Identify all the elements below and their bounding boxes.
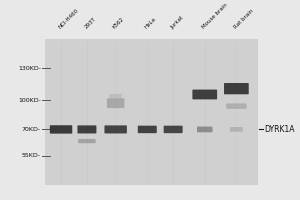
FancyBboxPatch shape — [197, 127, 212, 132]
FancyBboxPatch shape — [138, 126, 157, 133]
FancyBboxPatch shape — [224, 83, 249, 94]
FancyBboxPatch shape — [50, 125, 72, 134]
Text: Jurkat: Jurkat — [169, 15, 184, 30]
FancyBboxPatch shape — [164, 126, 183, 133]
Text: K562: K562 — [112, 17, 126, 30]
Text: DYRK1A: DYRK1A — [264, 125, 295, 134]
Text: NCI-H460: NCI-H460 — [58, 8, 80, 30]
Text: Mouse brain: Mouse brain — [201, 3, 229, 30]
FancyBboxPatch shape — [230, 127, 243, 132]
FancyBboxPatch shape — [107, 98, 124, 108]
FancyBboxPatch shape — [77, 125, 96, 133]
Text: 100KD-: 100KD- — [18, 98, 41, 103]
FancyBboxPatch shape — [226, 103, 247, 109]
FancyBboxPatch shape — [104, 125, 127, 133]
Bar — [45, 39, 258, 185]
Text: 55KD-: 55KD- — [22, 153, 41, 158]
Text: 293T: 293T — [83, 17, 97, 30]
Text: 130KD-: 130KD- — [18, 66, 41, 71]
Text: HeLa: HeLa — [144, 17, 157, 30]
FancyBboxPatch shape — [78, 139, 96, 143]
FancyBboxPatch shape — [109, 94, 122, 101]
Text: 70KD-: 70KD- — [22, 127, 41, 132]
FancyBboxPatch shape — [192, 90, 217, 99]
Text: Rat brain: Rat brain — [233, 9, 254, 30]
